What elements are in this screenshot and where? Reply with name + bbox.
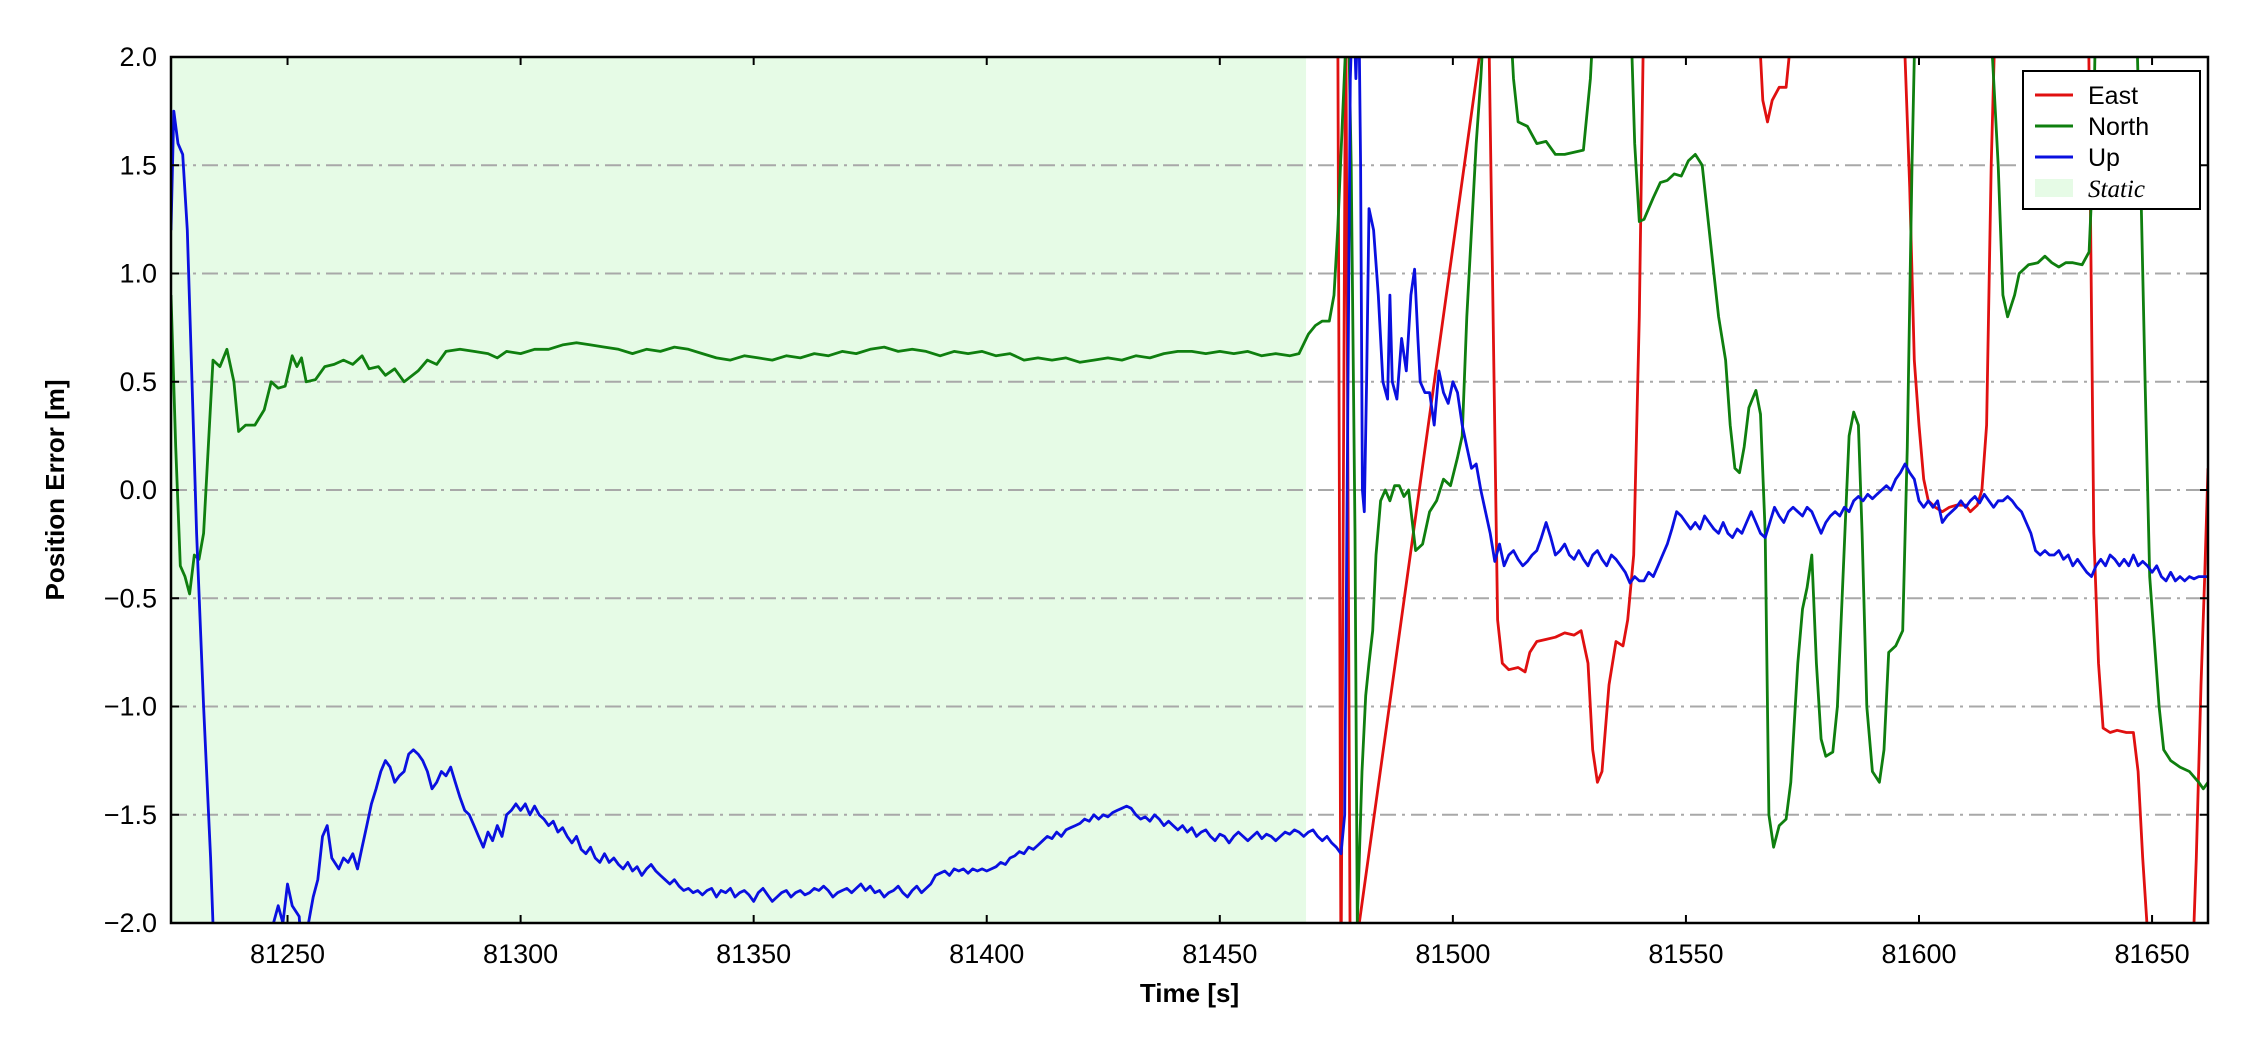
legend-label-north: North xyxy=(2088,113,2149,141)
y-tick-label: 1.0 xyxy=(119,259,157,289)
series-line-east xyxy=(1336,57,2208,923)
y-axis-label: Position Error [m] xyxy=(40,379,70,600)
y-tick-label: 1.5 xyxy=(119,150,157,180)
x-tick-label: 81450 xyxy=(1182,939,1257,969)
x-tick-label: 81550 xyxy=(1648,939,1723,969)
y-tick-label: −0.5 xyxy=(104,583,157,613)
axis-ticks: 81250 81300 81350 81400 81450 81500 81550 81600… xyxy=(104,42,2208,969)
x-tick-label: 81400 xyxy=(949,939,1024,969)
x-tick-label: 81250 xyxy=(250,939,325,969)
y-tick-label: −2.0 xyxy=(104,908,157,938)
y-tick-label: −1.0 xyxy=(104,692,157,722)
x-tick-label: 81650 xyxy=(2115,939,2190,969)
series-line-up xyxy=(171,57,2208,923)
legend-label-up: Up xyxy=(2088,144,2120,172)
legend-label-east: East xyxy=(2088,82,2138,110)
data-series xyxy=(171,57,2208,923)
series-line-north xyxy=(171,57,2208,923)
legend: East North Up Static xyxy=(2022,70,2201,210)
x-tick-label: 81500 xyxy=(1415,939,1490,969)
x-tick-label: 81350 xyxy=(716,939,791,969)
y-tick-label: 2.0 xyxy=(119,42,157,72)
x-tick-label: 81600 xyxy=(1881,939,1956,969)
legend-swatch-static xyxy=(2035,179,2073,197)
y-tick-label: 0.5 xyxy=(119,367,157,397)
x-axis-label: Time [s] xyxy=(1140,978,1239,1008)
x-tick-label: 81300 xyxy=(483,939,558,969)
legend-label-static: Static xyxy=(2088,176,2145,203)
y-tick-label: −1.5 xyxy=(104,800,157,830)
grid-lines xyxy=(171,164,2208,816)
y-tick-label: 0.0 xyxy=(119,475,157,505)
